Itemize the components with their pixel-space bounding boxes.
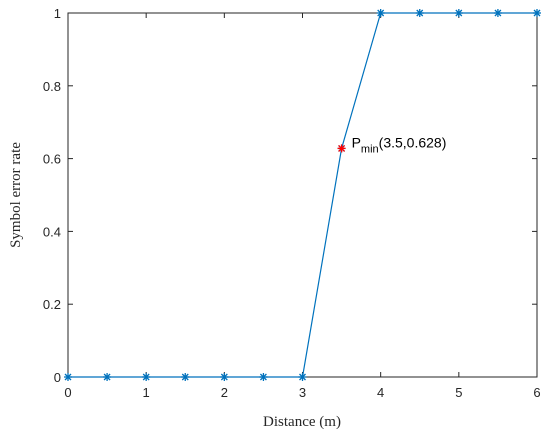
x-ticks: 0 1 2 3 4 5 6 [64,13,541,400]
y-tick-label: 0.6 [43,152,61,167]
data-point [454,9,463,17]
data-point [493,9,502,17]
data-point [533,9,541,17]
data-point [259,373,268,381]
y-tick-label: 0.2 [43,297,61,312]
y-tick-label: 0 [54,370,61,385]
y-tick-label: 0.4 [43,224,61,239]
highlight-label-sub: min [361,143,379,155]
data-point [64,373,72,381]
highlight-label: Pmin(3.5,0.628) [352,134,447,155]
y-tick-label: 0.8 [43,79,61,94]
x-tick-label: 1 [143,385,150,400]
data-point [298,373,307,381]
data-point [415,9,424,17]
highlight-label-main: P [352,134,361,150]
y-ticks: 0 0.2 0.4 0.6 0.8 1 [43,6,537,385]
highlight-label-suffix: (3.5,0.628) [379,134,447,150]
data-point [220,373,229,381]
x-tick-label: 3 [299,385,306,400]
data-point [103,373,112,381]
x-tick-label: 4 [377,385,384,400]
x-tick-label: 5 [455,385,462,400]
highlight-marker [337,144,346,153]
series-line [68,12,537,378]
data-point [376,9,385,17]
series-group [64,9,541,381]
data-point [142,373,151,381]
highlight-point [337,144,346,153]
y-tick-label: 1 [54,6,61,21]
x-tick-label: 0 [64,385,71,400]
y-axis-title: Symbol error rate [8,142,24,248]
plot-frame [67,12,538,378]
x-tick-label: 2 [221,385,228,400]
highlight-group: Pmin(3.5,0.628) [337,134,447,155]
x-tick-label: 6 [533,385,540,400]
data-point [181,373,190,381]
x-axis-title: Distance (m) [263,414,341,430]
